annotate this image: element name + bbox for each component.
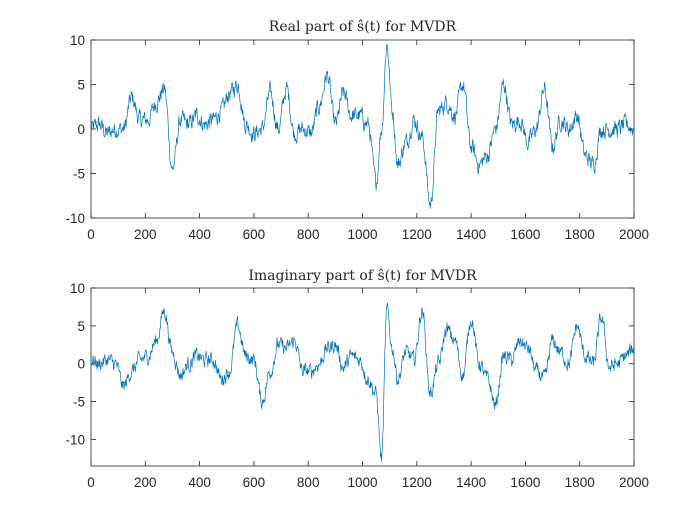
top-chart-axes: [90, 39, 635, 219]
x-tick-label: 800: [297, 475, 320, 490]
y-tick-label: 5: [77, 319, 85, 334]
y-tick-label: 10: [70, 281, 85, 296]
y-tick-label: -5: [73, 167, 85, 182]
x-tick-label: 1400: [456, 227, 486, 242]
x-tick-label: 2000: [619, 227, 649, 242]
y-tick-label: -5: [73, 395, 85, 410]
top-chart-title: Real part of ŝ(t) for MVDR: [269, 19, 457, 35]
y-tick-label: -10: [65, 211, 85, 226]
bottom-chart-title: Imaginary part of ŝ(t) for MVDR: [248, 268, 477, 284]
x-tick-label: 400: [188, 227, 211, 242]
bottom-chart: Imaginary part of ŝ(t) for MVDR 0 200 400 6…: [65, 268, 649, 490]
y-tick-label: 5: [77, 78, 85, 93]
bottom-chart-x-tick-labels: 0 200 400 600 800 1000 1200 1400 1600 1800 2000: [87, 475, 649, 490]
x-tick-label: 1600: [510, 227, 540, 242]
bottom-chart-ticks: [90, 287, 635, 466]
bottom-chart-series-line: [90, 302, 635, 462]
x-tick-label: 1800: [565, 475, 595, 490]
top-chart-series-line: [90, 43, 635, 209]
x-tick-label: 200: [134, 227, 157, 242]
x-tick-label: 1800: [565, 227, 595, 242]
top-chart: Real part of ŝ(t) for MVDR 0 200 400 600 800…: [65, 19, 649, 242]
top-chart-x-tick-labels: 0 200 400 600 800 1000 1200 1400 1600 1800 2000: [87, 227, 649, 242]
y-tick-label: 0: [77, 357, 85, 372]
x-tick-label: 1000: [347, 227, 377, 242]
x-tick-label: 0: [87, 475, 95, 490]
x-tick-label: 600: [243, 227, 266, 242]
x-tick-label: 1200: [402, 227, 432, 242]
y-tick-label: -10: [65, 432, 85, 447]
x-tick-label: 1000: [347, 475, 377, 490]
top-chart-ticks: [90, 39, 635, 219]
y-tick-label: 10: [70, 33, 85, 48]
bottom-chart-axes: [90, 287, 635, 467]
x-tick-label: 1200: [402, 475, 432, 490]
y-tick-label: 0: [77, 122, 85, 137]
x-tick-label: 800: [297, 227, 320, 242]
x-tick-label: 2000: [619, 475, 649, 490]
x-tick-label: 1600: [510, 475, 540, 490]
top-chart-y-tick-labels: 10 5 0 -5 -10: [65, 33, 85, 226]
x-tick-label: 600: [243, 475, 266, 490]
x-tick-label: 1400: [456, 475, 486, 490]
x-tick-label: 200: [134, 475, 157, 490]
x-tick-label: 0: [87, 227, 95, 242]
bottom-chart-y-tick-labels: 10 5 0 -5 -10: [65, 281, 85, 447]
x-tick-label: 400: [188, 475, 211, 490]
